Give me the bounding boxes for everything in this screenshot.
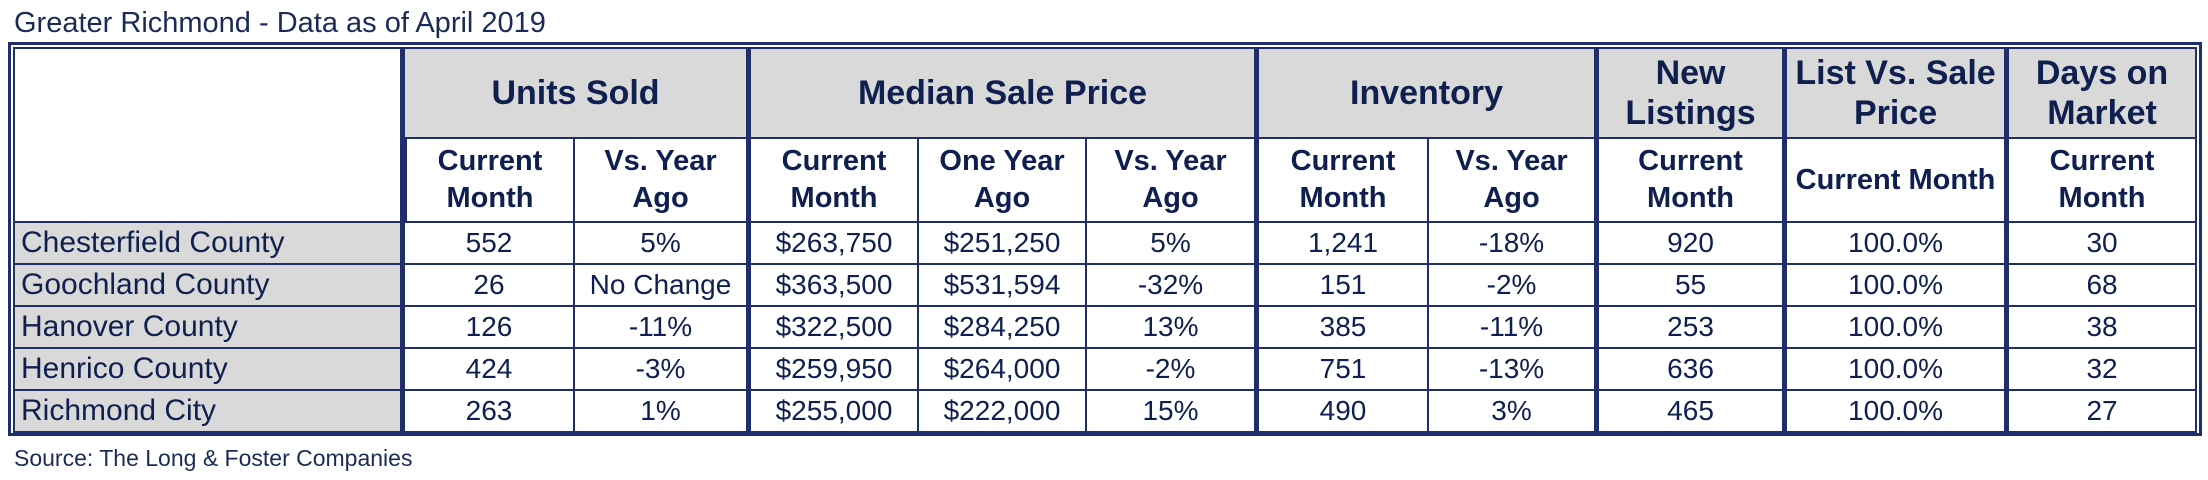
subheader-inventory-vs-year-ago: Vs. Year Ago bbox=[1429, 139, 1600, 223]
cell-new-listings: 253 bbox=[1599, 307, 1788, 349]
cell-days-on-market: 38 bbox=[2009, 307, 2197, 349]
header-median-sale-price: Median Sale Price bbox=[751, 47, 1260, 139]
cell-price-one-year-ago: $531,594 bbox=[919, 265, 1088, 307]
table-row: Hanover County 126 -11% $322,500 $284,25… bbox=[13, 307, 2197, 349]
cell-new-listings: 920 bbox=[1599, 223, 1788, 265]
page-title: Greater Richmond - Data as of April 2019 bbox=[14, 7, 546, 39]
row-label-area: Hanover County bbox=[13, 307, 405, 349]
cell-price-vs-year-ago: -2% bbox=[1087, 349, 1260, 391]
table-row: Chesterfield County 552 5% $263,750 $251… bbox=[13, 223, 2197, 265]
market-data-table-frame: Units Sold Median Sale Price Inventory N… bbox=[8, 42, 2202, 436]
cell-units-current: 126 bbox=[405, 307, 575, 349]
cell-price-current: $363,500 bbox=[751, 265, 920, 307]
cell-list-vs-sale: 100.0% bbox=[1787, 223, 2010, 265]
cell-price-vs-year-ago: -32% bbox=[1087, 265, 1260, 307]
subheader-list-vs-sale-current-month: Current Month bbox=[1787, 139, 2010, 223]
cell-inventory-vs-year-ago: -11% bbox=[1429, 307, 1600, 349]
cell-list-vs-sale: 100.0% bbox=[1787, 391, 2010, 433]
cell-price-one-year-ago: $284,250 bbox=[919, 307, 1088, 349]
cell-inventory-vs-year-ago: -13% bbox=[1429, 349, 1600, 391]
cell-inventory-current: 1,241 bbox=[1259, 223, 1430, 265]
cell-inventory-vs-year-ago: -18% bbox=[1429, 223, 1600, 265]
cell-units-current: 263 bbox=[405, 391, 575, 433]
cell-units-vs-year-ago: -11% bbox=[575, 307, 752, 349]
cell-inventory-current: 751 bbox=[1259, 349, 1430, 391]
cell-price-current: $259,950 bbox=[751, 349, 920, 391]
cell-price-vs-year-ago: 5% bbox=[1087, 223, 1260, 265]
cell-days-on-market: 30 bbox=[2009, 223, 2197, 265]
cell-inventory-vs-year-ago: 3% bbox=[1429, 391, 1600, 433]
table-row: Goochland County 26 No Change $363,500 $… bbox=[13, 265, 2197, 307]
header-units-sold: Units Sold bbox=[405, 47, 752, 139]
header-list-vs-sale-price: List Vs. Sale Price bbox=[1787, 47, 2010, 139]
cell-price-current: $322,500 bbox=[751, 307, 920, 349]
subheader-price-one-year-ago: One Year Ago bbox=[919, 139, 1088, 223]
cell-price-current: $263,750 bbox=[751, 223, 920, 265]
cell-new-listings: 636 bbox=[1599, 349, 1788, 391]
cell-price-one-year-ago: $222,000 bbox=[919, 391, 1088, 433]
cell-units-vs-year-ago: 5% bbox=[575, 223, 752, 265]
cell-units-current: 552 bbox=[405, 223, 575, 265]
cell-price-vs-year-ago: 13% bbox=[1087, 307, 1260, 349]
cell-list-vs-sale: 100.0% bbox=[1787, 349, 2010, 391]
cell-units-current: 424 bbox=[405, 349, 575, 391]
cell-units-vs-year-ago: 1% bbox=[575, 391, 752, 433]
subheader-price-current-month: Current Month bbox=[751, 139, 920, 223]
cell-inventory-current: 385 bbox=[1259, 307, 1430, 349]
cell-inventory-current: 490 bbox=[1259, 391, 1430, 433]
cell-units-vs-year-ago: -3% bbox=[575, 349, 752, 391]
cell-list-vs-sale: 100.0% bbox=[1787, 265, 2010, 307]
subheader-dom-current-month: Current Month bbox=[2009, 139, 2197, 223]
cell-days-on-market: 32 bbox=[2009, 349, 2197, 391]
cell-new-listings: 465 bbox=[1599, 391, 1788, 433]
cell-list-vs-sale: 100.0% bbox=[1787, 307, 2010, 349]
subheader-new-listings-current-month: Current Month bbox=[1599, 139, 1788, 223]
row-label-area: Henrico County bbox=[13, 349, 405, 391]
header-new-listings: New Listings bbox=[1599, 47, 1788, 139]
cell-inventory-vs-year-ago: -2% bbox=[1429, 265, 1600, 307]
cell-units-current: 26 bbox=[405, 265, 575, 307]
cell-new-listings: 55 bbox=[1599, 265, 1788, 307]
subheader-units-current-month: Current Month bbox=[405, 139, 575, 223]
market-data-table: Units Sold Median Sale Price Inventory N… bbox=[13, 47, 2197, 433]
row-label-area: Chesterfield County bbox=[13, 223, 405, 265]
subheader-inventory-current-month: Current Month bbox=[1259, 139, 1430, 223]
row-label-area: Richmond City bbox=[13, 391, 405, 433]
cell-days-on-market: 68 bbox=[2009, 265, 2197, 307]
header-inventory: Inventory bbox=[1259, 47, 1600, 139]
corner-cell bbox=[13, 47, 405, 223]
row-label-area: Goochland County bbox=[13, 265, 405, 307]
subheader-price-vs-year-ago: Vs. Year Ago bbox=[1087, 139, 1260, 223]
table-row: Henrico County 424 -3% $259,950 $264,000… bbox=[13, 349, 2197, 391]
header-days-on-market: Days on Market bbox=[2009, 47, 2197, 139]
source-note: Source: The Long & Foster Companies bbox=[14, 445, 413, 471]
cell-price-current: $255,000 bbox=[751, 391, 920, 433]
cell-days-on-market: 27 bbox=[2009, 391, 2197, 433]
subheader-units-vs-year-ago: Vs. Year Ago bbox=[575, 139, 752, 223]
cell-price-one-year-ago: $251,250 bbox=[919, 223, 1088, 265]
cell-price-vs-year-ago: 15% bbox=[1087, 391, 1260, 433]
cell-inventory-current: 151 bbox=[1259, 265, 1430, 307]
cell-units-vs-year-ago: No Change bbox=[575, 265, 752, 307]
table-row: Richmond City 263 1% $255,000 $222,000 1… bbox=[13, 391, 2197, 433]
cell-price-one-year-ago: $264,000 bbox=[919, 349, 1088, 391]
